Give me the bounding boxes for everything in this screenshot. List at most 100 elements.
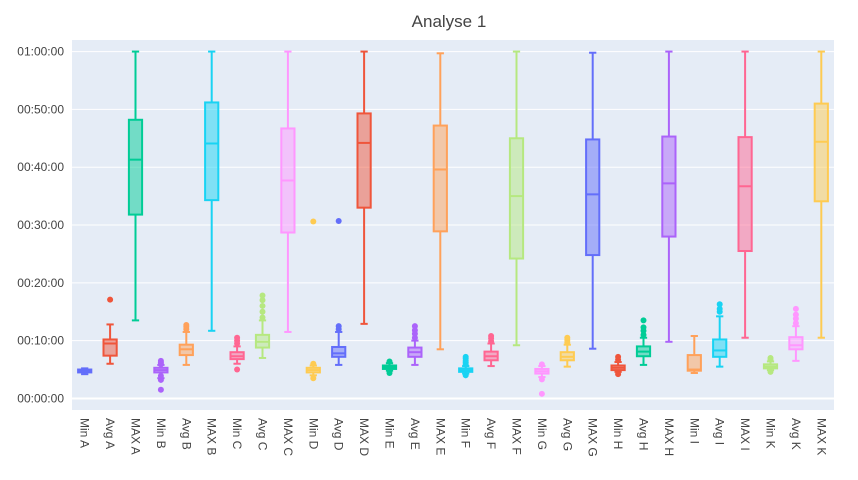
x-tick-label: Avg C (256, 418, 270, 451)
box-avg-c (254, 292, 271, 359)
outlier-point (564, 334, 571, 341)
x-tick-label: Min A (78, 418, 92, 448)
outlier-point (792, 320, 799, 327)
outlier-point (183, 322, 190, 329)
box-max-c (280, 50, 296, 333)
outlier-point (157, 386, 164, 393)
outlier-point (462, 353, 469, 360)
outlier-point (259, 292, 266, 299)
outlier-point (716, 301, 723, 308)
outlier-point (411, 323, 418, 330)
x-tick-label: Avg K (789, 418, 803, 450)
x-tick-label: Min H (611, 418, 625, 449)
box-series (77, 50, 829, 397)
box-body (331, 345, 347, 358)
x-tick-label: MAX C (281, 418, 295, 456)
x-tick-label: Min B (154, 418, 168, 449)
box-body (661, 135, 677, 238)
box-body (102, 338, 118, 357)
box-max-k (813, 50, 829, 339)
box-avg-a (102, 296, 118, 365)
box-body (204, 101, 220, 202)
y-axis-tick-labels: 00:00:00 00:10:00 00:20:00 00:30:00 00:40:00… (17, 45, 64, 406)
box-body (432, 124, 448, 233)
y-tick-label: 00:30:00 (17, 218, 64, 232)
x-tick-label: MAX F (510, 418, 524, 455)
x-tick-label: MAX A (129, 418, 143, 455)
box-min-a (77, 367, 93, 376)
y-tick-label: 01:00:00 (17, 45, 64, 59)
outlier-point (234, 334, 241, 341)
outlier-point (259, 308, 266, 315)
box-min-i (686, 335, 702, 374)
box-body (585, 138, 601, 257)
box-max-g (585, 51, 601, 350)
outlier-point (615, 353, 622, 360)
outlier-point (792, 311, 799, 318)
outlier-point (386, 370, 393, 376)
x-tick-label: MAX B (205, 418, 219, 455)
box-body (788, 336, 804, 351)
x-tick-label: Min D (306, 418, 320, 450)
box-min-k (762, 354, 779, 375)
box-min-c (229, 334, 245, 373)
outlier-point (767, 368, 774, 375)
box-body (508, 137, 525, 260)
y-tick-label: 00:00:00 (17, 391, 64, 405)
box-max-a (127, 50, 144, 322)
x-tick-label: MAX G (586, 418, 600, 457)
box-max-d (356, 50, 372, 325)
box-avg-d (331, 217, 347, 366)
outlier-point (615, 371, 622, 378)
box-min-d (305, 218, 321, 382)
outlier-point (234, 366, 241, 373)
outlier-point (335, 323, 342, 330)
outlier-point (767, 354, 774, 361)
outlier-point (310, 360, 317, 367)
box-body (127, 118, 144, 216)
box-max-e (432, 52, 448, 351)
box-avg-f (483, 333, 499, 368)
outlier-point (538, 376, 545, 383)
box-body (356, 112, 372, 209)
x-tick-label: Avg G (560, 418, 574, 451)
x-tick-label: MAX E (433, 418, 447, 455)
box-max-b (204, 50, 220, 332)
box-min-f (458, 353, 474, 379)
x-tick-label: MAX H (662, 418, 676, 456)
box-avg-h (635, 317, 652, 366)
box-body (813, 102, 829, 203)
x-tick-label: Min C (230, 418, 244, 450)
outlier-point (538, 390, 545, 397)
box-max-h (661, 50, 677, 343)
box-avg-g (559, 334, 575, 368)
outlier-point (462, 372, 469, 379)
box-min-h (610, 353, 626, 378)
x-tick-label: Avg D (332, 418, 346, 451)
box-min-b (153, 357, 169, 393)
y-gridlines (72, 51, 834, 400)
x-tick-label: MAX K (814, 418, 828, 455)
box-min-e (381, 358, 398, 376)
x-tick-label: Avg B (179, 418, 193, 450)
chart-title: Analyse 1 (412, 12, 487, 31)
x-tick-label: MAX I (738, 418, 752, 451)
outlier-point (716, 305, 723, 312)
box-min-g (534, 361, 550, 397)
x-tick-label: Avg E (408, 418, 422, 450)
x-tick-label: Min G (535, 418, 549, 450)
x-axis-tick-labels: Min A Avg A MAX A Min B Avg B MAX B Min C Avg C… (78, 418, 829, 457)
box-avg-e (407, 323, 423, 366)
box-body (737, 136, 753, 253)
outlier-point (310, 218, 317, 225)
outlier-point (386, 358, 393, 365)
box-avg-b (178, 322, 194, 366)
outlier-point (792, 305, 799, 312)
outlier-point (310, 375, 317, 382)
y-tick-label: 00:20:00 (17, 276, 64, 290)
x-tick-label: Avg H (637, 418, 651, 450)
y-tick-label: 00:50:00 (17, 102, 64, 116)
outlier-point (259, 297, 266, 304)
box-avg-i (712, 301, 728, 368)
